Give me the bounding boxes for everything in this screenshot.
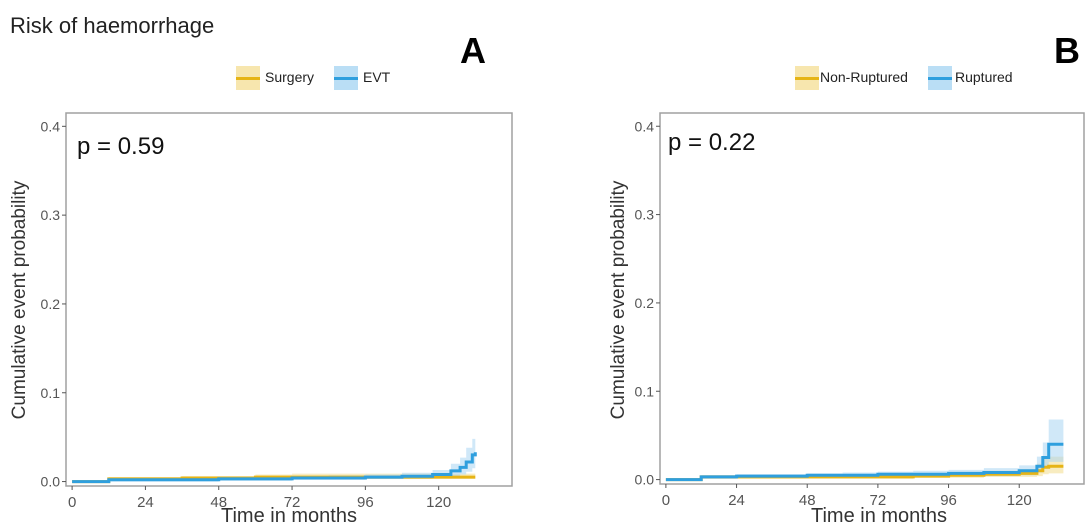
legend-label-ruptured: Ruptured xyxy=(955,69,1013,85)
panel-label-b: B xyxy=(1054,30,1080,71)
plot-frame-a xyxy=(65,112,513,487)
y-tick-label-a-3: 0.3 xyxy=(41,207,61,223)
legend-b: Non-Ruptured Ruptured xyxy=(795,66,1013,90)
panel-label-a: A xyxy=(460,30,486,71)
y-tick-label-b-4: 0.4 xyxy=(635,118,655,134)
series-lines-b xyxy=(665,442,1064,482)
x-tick-label-a-1: 24 xyxy=(137,494,154,511)
x-tick-label-b-4: 96 xyxy=(940,492,957,509)
y-tick-label-b-0: 0.0 xyxy=(635,472,655,488)
legend-line-evt xyxy=(334,77,358,80)
x-tick-label-a-0: 0 xyxy=(68,494,76,511)
y-tick-label-b-1: 0.1 xyxy=(635,383,655,399)
x-tick-label-a-3: 72 xyxy=(284,494,301,511)
confidence-band-ruptured xyxy=(665,419,1064,480)
y-tick-label-a-1: 0.1 xyxy=(41,385,61,401)
y-tick-label-a-2: 0.2 xyxy=(41,296,61,312)
legend-label-evt: EVT xyxy=(363,69,391,85)
series-line-ruptured xyxy=(665,442,1064,482)
y-tick-label-a-4: 0.4 xyxy=(41,118,61,134)
p-value-a: p = 0.59 xyxy=(77,133,164,160)
x-tick-label-b-5: 120 xyxy=(1007,492,1032,509)
x-tick-label-a-5: 120 xyxy=(426,494,451,511)
legend-line-surgery xyxy=(236,77,260,80)
x-axis-label-a: Time in months xyxy=(221,505,357,526)
legend-label-non-ruptured: Non-Ruptured xyxy=(820,69,908,85)
x-tick-label-b-2: 48 xyxy=(799,492,816,509)
p-value-b: p = 0.22 xyxy=(668,129,755,156)
legend-line-ruptured xyxy=(928,77,952,80)
legend-a: Surgery EVT xyxy=(236,66,391,90)
plot-frame-b xyxy=(659,112,1085,485)
y-tick-label-b-3: 0.3 xyxy=(635,207,655,223)
x-axis-label-b: Time in months xyxy=(811,505,947,526)
figure-title: Risk of haemorrhage xyxy=(10,13,214,38)
x-tick-label-b-1: 24 xyxy=(728,492,745,509)
y-axis-label-b: Cumulative event probability xyxy=(608,180,629,419)
legend-line-non-ruptured xyxy=(795,77,819,80)
legend-label-surgery: Surgery xyxy=(265,69,314,85)
x-tick-label-a-2: 48 xyxy=(210,494,227,511)
series-lines-a xyxy=(72,452,477,484)
panel-b: B Non-Ruptured Ruptured p = 0.22 Cumulat… xyxy=(608,30,1085,526)
x-tick-label-b-0: 0 xyxy=(662,492,670,509)
axis-ticks-b: 0.0 0.1 0.2 0.3 0.4 0 24 48 72 96 120 xyxy=(635,118,1032,509)
y-axis-label-a: Cumulative event probability xyxy=(9,180,30,419)
x-tick-label-a-4: 96 xyxy=(357,494,374,511)
series-line-evt xyxy=(72,452,477,484)
panel-a: A Surgery EVT p = 0.59 Cumulative event … xyxy=(9,30,513,526)
y-tick-label-a-0: 0.0 xyxy=(41,474,61,490)
x-tick-label-b-3: 72 xyxy=(870,492,887,509)
confidence-bands-a xyxy=(72,434,476,482)
y-tick-label-b-2: 0.2 xyxy=(635,295,655,311)
axis-ticks-a: 0.0 0.1 0.2 0.3 0.4 0 24 48 72 96 120 xyxy=(41,118,452,511)
confidence-bands-b xyxy=(665,419,1064,480)
